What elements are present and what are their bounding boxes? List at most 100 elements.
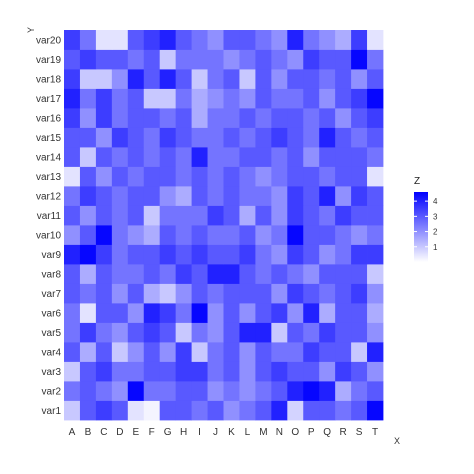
heatmap-cell-var19-D: [111, 49, 129, 70]
heatmap-cell-var18-J: [207, 69, 224, 89]
heatmap-cell-var7-B: [79, 283, 97, 304]
heatmap-cell-var17-F: [143, 88, 161, 109]
heatmap-cell-var8-Q: [319, 264, 336, 284]
heatmap-cell-var17-N: [271, 88, 288, 109]
heatmap-cell-var5-O: [287, 322, 304, 343]
heatmap-cell-var14-F: [143, 147, 161, 167]
heatmap-cell-var18-S: [351, 69, 368, 89]
y-tick-label-var14: var14: [36, 152, 61, 163]
heatmap-cell-var10-J: [207, 225, 224, 245]
heatmap-cell-var16-J: [207, 108, 224, 128]
heatmap-cell-var13-M: [255, 166, 272, 187]
x-tick-label-S: S: [356, 427, 363, 438]
heatmap-cell-var10-F: [143, 225, 161, 245]
x-tick-label-J: J: [213, 427, 218, 438]
heatmap-cell-var16-H: [175, 108, 192, 128]
heatmap-cell-var19-I: [191, 49, 208, 70]
heatmap-cell-var13-N: [271, 166, 288, 187]
heatmap-cell-var3-N: [271, 361, 288, 382]
heatmap-cell-var14-I: [191, 147, 208, 167]
heatmap-cell-var19-N: [271, 49, 288, 70]
y-tick-label-var19: var19: [36, 55, 61, 66]
heatmap-cell-var1-E: [127, 400, 145, 421]
heatmap-cell-var12-F: [143, 186, 161, 206]
heatmap-cell-var10-S: [351, 225, 368, 245]
heatmap-cell-var19-T: [367, 49, 384, 70]
heatmap-cell-var9-P: [303, 244, 320, 265]
x-tick-label-Q: Q: [323, 427, 331, 438]
heatmap-cell-var8-C: [95, 264, 113, 284]
heatmap-cell-var16-Q: [319, 108, 336, 128]
y-tick-label-var1: var1: [42, 406, 62, 417]
heatmap-cell-var19-M: [255, 49, 272, 70]
heatmap-cell-var16-S: [351, 108, 368, 128]
heatmap-cell-var6-E: [127, 303, 145, 323]
heatmap-cell-var11-Q: [319, 205, 336, 226]
heatmap-cell-var5-B: [79, 322, 97, 343]
heatmap-cell-var9-B: [79, 244, 97, 265]
heatmap-cell-var5-I: [191, 322, 208, 343]
heatmap-cell-var20-T: [367, 30, 384, 50]
heatmap-cell-var18-I: [191, 69, 208, 89]
heatmap-cell-var3-D: [111, 361, 129, 382]
heatmap-cell-var15-P: [303, 127, 320, 148]
heatmap-cell-var8-H: [175, 264, 192, 284]
heatmap-cell-var4-I: [191, 342, 208, 362]
heatmap-cell-var6-Q: [319, 303, 336, 323]
heatmap-cell-var6-D: [111, 303, 129, 323]
x-tick-label-L: L: [245, 427, 251, 438]
heatmap-cell-var10-Q: [319, 225, 336, 245]
heatmap-cell-var18-M: [255, 69, 272, 89]
heatmap-cell-var5-F: [143, 322, 161, 343]
heatmap-cell-var13-B: [79, 166, 97, 187]
heatmap-cell-var1-R: [335, 400, 352, 421]
heatmap-cell-var13-R: [335, 166, 352, 187]
heatmap-cell-var8-A: [64, 264, 81, 284]
heatmap-cell-var14-G: [159, 147, 177, 167]
heatmap-cell-var14-K: [223, 147, 240, 167]
heatmap-cell-var4-Q: [319, 342, 336, 362]
heatmap-cell-var10-K: [223, 225, 240, 245]
heatmap-cell-var13-L: [239, 166, 256, 187]
heatmap-cell-var8-M: [255, 264, 272, 284]
heatmap-cell-var15-L: [239, 127, 256, 148]
heatmap-cell-var7-J: [207, 283, 224, 304]
x-tick-label-H: H: [180, 427, 187, 438]
x-tick-label-C: C: [100, 427, 107, 438]
heatmap-cell-var8-G: [159, 264, 177, 284]
heatmap-cell-var5-L: [239, 322, 256, 343]
heatmap-cell-var9-H: [175, 244, 192, 265]
y-axis-title: Y: [26, 27, 36, 33]
heatmap-cell-var18-L: [239, 69, 256, 89]
heatmap-cell-var9-S: [351, 244, 368, 265]
heatmap-cell-var3-I: [191, 361, 208, 382]
heatmap-cell-var5-T: [367, 322, 384, 343]
heatmap-cell-var4-R: [335, 342, 352, 362]
heatmap-cell-var11-M: [255, 205, 272, 226]
heatmap-cell-var17-R: [335, 88, 352, 109]
legend-title: Z: [414, 176, 420, 187]
heatmap-cell-var20-N: [271, 30, 288, 50]
heatmap-cell-var16-E: [127, 108, 145, 128]
heatmap-cell-var16-L: [239, 108, 256, 128]
y-tick-label-var20: var20: [36, 35, 61, 46]
heatmap-cell-var1-M: [255, 400, 272, 421]
heatmap-cell-var6-J: [207, 303, 224, 323]
heatmap-cell-var16-R: [335, 108, 352, 128]
heatmap-cell-var15-T: [367, 127, 384, 148]
heatmap-cell-var19-S: [351, 49, 368, 70]
heatmap-cell-var7-E: [127, 283, 145, 304]
x-tick-label-G: G: [164, 427, 172, 438]
heatmap-cell-var2-A: [64, 381, 81, 401]
heatmap-cell-var12-T: [367, 186, 384, 206]
heatmap-cell-var17-P: [303, 88, 320, 109]
heatmap-cell-var13-D: [111, 166, 129, 187]
heatmap-cell-var16-F: [143, 108, 161, 128]
x-tick-label-E: E: [132, 427, 139, 438]
heatmap-cell-var1-H: [175, 400, 192, 421]
heatmap-cell-var15-Q: [319, 127, 336, 148]
heatmap-cell-var3-M: [255, 361, 272, 382]
heatmap-cell-var16-M: [255, 108, 272, 128]
heatmap-cell-var12-L: [239, 186, 256, 206]
